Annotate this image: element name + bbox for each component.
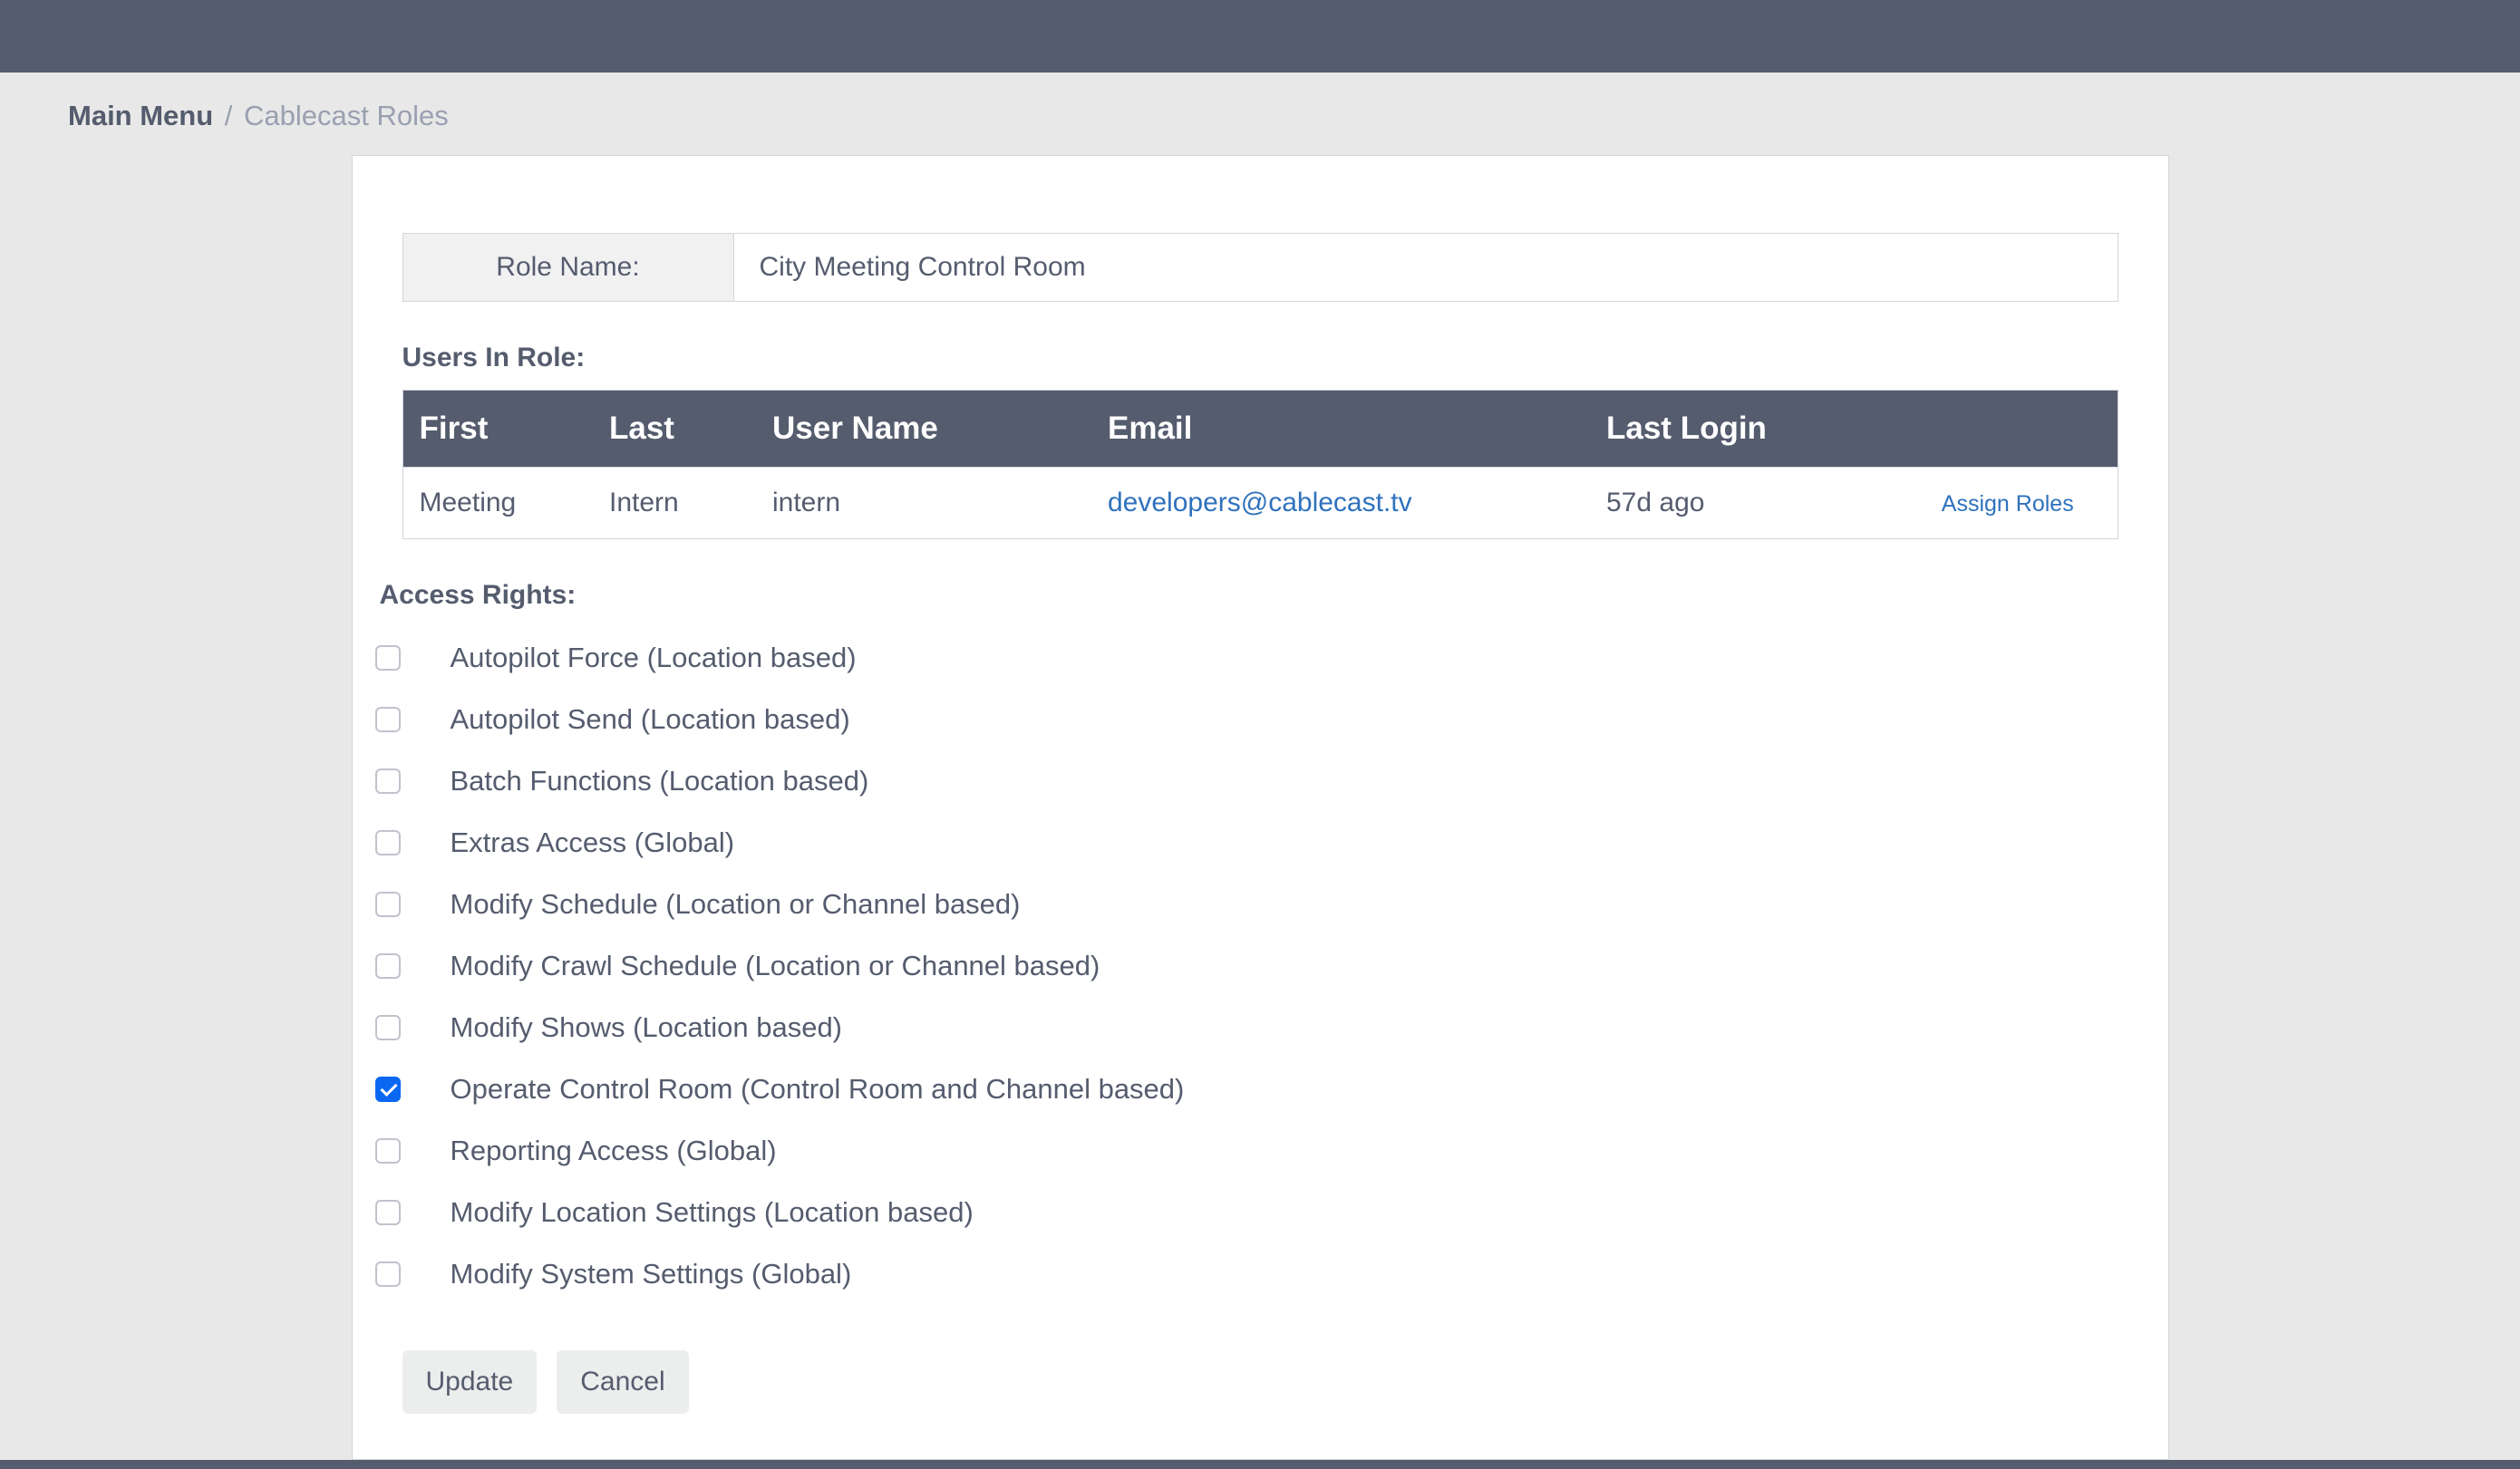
cell-first: Meeting [402, 468, 593, 539]
breadcrumb: Main Menu / Cablecast Roles [0, 72, 2520, 155]
access-right-item: Reporting Access (Global) [375, 1120, 2118, 1182]
access-right-label: Modify Schedule (Location or Channel bas… [451, 888, 1021, 921]
access-right-label: Extras Access (Global) [451, 826, 735, 859]
cell-email: developers@cablecast.tv [1091, 468, 1590, 539]
cancel-button[interactable]: Cancel [557, 1350, 688, 1414]
breadcrumb-root[interactable]: Main Menu [68, 100, 213, 131]
users-section-title: Users In Role: [402, 343, 2118, 373]
access-right-item: Autopilot Send (Location based) [375, 689, 2118, 750]
table-row: Meeting Intern intern developers@cableca… [402, 468, 2118, 539]
access-right-checkbox[interactable] [375, 892, 401, 917]
cell-actions: Assign Roles [1898, 468, 2118, 539]
access-right-checkbox[interactable] [375, 768, 401, 794]
breadcrumb-current: Cablecast Roles [244, 100, 449, 131]
top-bar [0, 0, 2520, 72]
access-right-checkbox[interactable] [375, 707, 401, 732]
role-name-row: Role Name: City Meeting Control Room [402, 233, 2118, 302]
column-header-lastlogin: Last Login [1590, 391, 1898, 468]
access-right-checkbox[interactable] [375, 1015, 401, 1040]
access-right-checkbox[interactable] [375, 645, 401, 671]
access-right-checkbox[interactable] [375, 953, 401, 979]
access-right-checkbox[interactable] [375, 1138, 401, 1164]
access-right-checkbox[interactable] [375, 830, 401, 855]
access-right-label: Batch Functions (Location based) [451, 765, 869, 797]
access-right-item: Modify System Settings (Global) [375, 1243, 2118, 1305]
column-header-first: First [402, 391, 593, 468]
access-right-item: Modify Location Settings (Location based… [375, 1182, 2118, 1243]
role-name-label: Role Name: [403, 234, 734, 301]
access-right-item: Modify Schedule (Location or Channel bas… [375, 874, 2118, 935]
access-right-label: Operate Control Room (Control Room and C… [451, 1073, 1185, 1106]
column-header-username: User Name [756, 391, 1091, 468]
access-right-item: Extras Access (Global) [375, 812, 2118, 874]
access-right-checkbox[interactable] [375, 1077, 401, 1102]
cell-last: Intern [593, 468, 756, 539]
cell-lastlogin: 57d ago [1590, 468, 1898, 539]
access-right-label: Modify Crawl Schedule (Location or Chann… [451, 950, 1100, 982]
column-header-last: Last [593, 391, 756, 468]
cell-username: intern [756, 468, 1091, 539]
update-button[interactable]: Update [402, 1350, 538, 1414]
users-section: Users In Role: First Last User Name Emai… [402, 343, 2118, 539]
access-right-item: Operate Control Room (Control Room and C… [375, 1058, 2118, 1120]
access-right-item: Batch Functions (Location based) [375, 750, 2118, 812]
access-right-label: Autopilot Send (Location based) [451, 703, 850, 736]
access-right-label: Modify System Settings (Global) [451, 1258, 852, 1290]
access-right-checkbox[interactable] [375, 1200, 401, 1225]
access-rights-title: Access Rights: [380, 580, 2118, 611]
access-right-label: Modify Location Settings (Location based… [451, 1196, 974, 1229]
access-right-label: Reporting Access (Global) [451, 1135, 777, 1167]
column-header-email: Email [1091, 391, 1590, 468]
access-right-item: Autopilot Force (Location based) [375, 627, 2118, 689]
role-name-input[interactable]: City Meeting Control Room [734, 234, 2118, 301]
users-table: First Last User Name Email Last Login Me… [402, 390, 2118, 539]
access-right-item: Modify Crawl Schedule (Location or Chann… [375, 935, 2118, 997]
column-header-actions [1898, 391, 2118, 468]
access-rights-section: Access Rights: Autopilot Force (Location… [402, 580, 2118, 1305]
access-right-label: Autopilot Force (Location based) [451, 642, 857, 674]
breadcrumb-separator: / [225, 100, 233, 131]
assign-roles-link[interactable]: Assign Roles [1942, 491, 2074, 517]
bottom-bar [0, 1460, 2520, 1469]
content-card: Role Name: City Meeting Control Room Use… [352, 155, 2169, 1460]
access-right-label: Modify Shows (Location based) [451, 1011, 843, 1044]
button-row: Update Cancel [402, 1350, 2118, 1414]
access-rights-list: Autopilot Force (Location based) Autopil… [375, 627, 2118, 1305]
access-right-item: Modify Shows (Location based) [375, 997, 2118, 1058]
access-right-checkbox[interactable] [375, 1261, 401, 1287]
email-link[interactable]: developers@cablecast.tv [1108, 488, 1412, 517]
